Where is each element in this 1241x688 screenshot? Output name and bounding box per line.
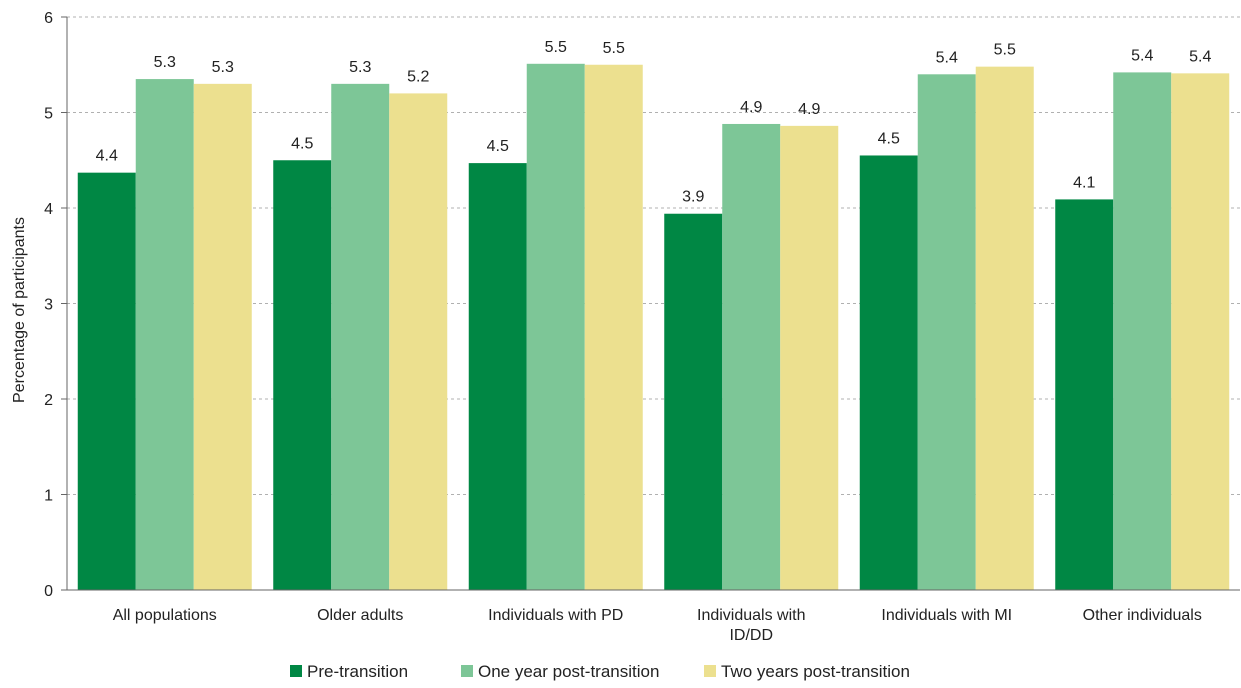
y-tick-label: 6	[44, 10, 53, 27]
bar	[859, 155, 918, 590]
data-label: 5.5	[545, 39, 567, 56]
data-label: 5.3	[154, 54, 176, 71]
data-label: 4.5	[487, 138, 509, 155]
legend: Pre-transition One year post-transition Tw…	[290, 662, 910, 681]
y-tick-label: 0	[44, 583, 53, 600]
data-label: 4.4	[96, 148, 118, 165]
x-category-label: Older adults	[317, 607, 403, 624]
data-label: 5.4	[1131, 47, 1153, 64]
data-label: 5.2	[407, 68, 429, 85]
data-label: 5.3	[212, 59, 234, 76]
bar	[664, 213, 723, 591]
data-label: 5.4	[1189, 48, 1211, 65]
legend-swatch	[290, 665, 302, 677]
bar	[468, 163, 527, 591]
legend-swatch	[461, 665, 473, 677]
data-label: 5.4	[936, 49, 958, 66]
bar	[273, 160, 332, 590]
bar	[1055, 199, 1114, 590]
data-label: 5.5	[603, 40, 625, 57]
data-labels: 4.4 5.3 5.3 4.5 5.3 5.2 4.5 5.5 5.5 3.9 4.9 4.9 4.5 5…	[96, 39, 1212, 206]
y-tick-label: 3	[44, 297, 53, 314]
data-label: 5.5	[994, 42, 1016, 59]
data-label: 5.3	[349, 59, 371, 76]
y-tick-label: 1	[44, 488, 53, 505]
x-category-label: Individuals with	[697, 607, 806, 624]
x-category-label: ID/DD	[729, 627, 773, 644]
data-label: 4.9	[798, 101, 820, 118]
x-category-label: Individuals with PD	[488, 607, 623, 624]
x-category-label: Individuals with MI	[881, 607, 1012, 624]
data-label: 4.5	[878, 130, 900, 147]
data-label: 4.5	[291, 135, 313, 152]
data-label: 4.9	[740, 99, 762, 116]
bar	[193, 83, 252, 590]
bar	[1171, 73, 1230, 591]
legend-swatch	[704, 665, 716, 677]
bar	[135, 79, 194, 590]
legend-label: Pre-transition	[307, 662, 408, 681]
bars	[77, 63, 1230, 591]
bar	[975, 66, 1034, 590]
bar	[526, 63, 585, 591]
bar	[389, 93, 448, 591]
legend-label: Two years post-transition	[721, 662, 910, 681]
data-label: 3.9	[682, 189, 704, 206]
y-tick-label: 2	[44, 392, 53, 409]
bar	[917, 74, 976, 591]
data-label: 4.1	[1073, 174, 1095, 191]
bar	[331, 83, 390, 590]
x-category-label: All populations	[113, 607, 217, 624]
bar	[584, 64, 643, 590]
bar	[1113, 72, 1172, 590]
legend-label: One year post-transition	[478, 662, 659, 681]
axes: 0 1 2 3 4 5 6 All populations Older adults Indivi…	[44, 10, 1240, 644]
y-axis-label: Percentage of participants	[11, 217, 28, 403]
bar	[722, 123, 781, 591]
y-tick-label: 5	[44, 106, 53, 123]
x-category-label: Other individuals	[1083, 607, 1202, 624]
bar	[780, 125, 839, 591]
y-tick-label: 4	[44, 201, 53, 218]
bar	[77, 172, 136, 591]
